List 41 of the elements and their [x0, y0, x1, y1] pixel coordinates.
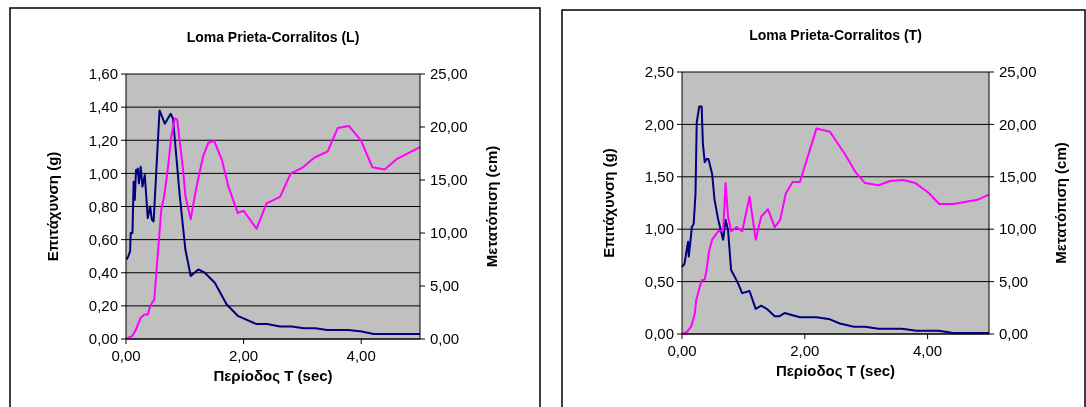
y-tick-label: 1,00: [88, 164, 118, 182]
y-tick-label: 1,50: [644, 168, 674, 186]
y2-tick-label: 15,00: [430, 171, 468, 189]
x-tick-label: 4,00: [346, 347, 376, 364]
chart-title: Loma Prieta-Corralitos (L): [186, 29, 360, 45]
y2-tick-label: 0,00: [430, 330, 460, 348]
x-axis-title: Περίοδος Τ (sec): [775, 362, 896, 379]
x-axis-title: Περίοδος Τ (sec): [213, 367, 333, 384]
y-tick-label: 0,00: [644, 325, 674, 343]
y-tick-label: 1,20: [88, 131, 118, 149]
y-tick-label: 1,00: [644, 220, 674, 238]
chart-title: Loma Prieta-Corralitos (T): [749, 27, 922, 43]
y2-tick-label: 25,00: [430, 65, 468, 83]
y-tick-label: 2,00: [644, 115, 674, 133]
x-tick-label: 2,00: [229, 347, 259, 364]
y2-tick-label: 10,00: [999, 220, 1037, 238]
y2-tick-label: 20,00: [430, 118, 468, 136]
x-tick-label: 0,00: [667, 342, 697, 359]
y-tick-label: 1,60: [88, 65, 118, 83]
y-tick-label: 0,50: [644, 272, 674, 290]
y2-tick-label: 20,00: [999, 115, 1037, 133]
y-tick-label: 1,40: [88, 98, 118, 116]
y-tick-label: 0,00: [88, 330, 118, 348]
y2-tick-label: 25,00: [999, 63, 1037, 81]
y2-tick-label: 10,00: [430, 224, 468, 242]
y-tick-label: 0,60: [88, 230, 118, 248]
x-tick-label: 4,00: [913, 342, 943, 359]
y2-tick-label: 15,00: [999, 168, 1037, 186]
y2-tick-label: 5,00: [430, 277, 460, 295]
y2-axis-title: Μετατόπιση (cm): [483, 145, 500, 268]
y-axis-title: Επιτάχυνση (g): [600, 148, 617, 258]
y-tick-label: 0,40: [88, 264, 118, 281]
x-tick-label: 0,00: [111, 347, 141, 364]
x-tick-label: 2,00: [790, 342, 820, 359]
y2-tick-label: 0,00: [999, 325, 1029, 343]
y2-axis-title: Μετατόπιση (cm): [1052, 142, 1069, 264]
y-tick-label: 0,80: [88, 197, 118, 215]
y2-tick-label: 5,00: [999, 272, 1029, 290]
y-tick-label: 0,20: [88, 297, 118, 315]
y-tick-label: 2,50: [644, 63, 674, 81]
y-axis-title: Επιτάχυνση (g): [44, 151, 61, 262]
